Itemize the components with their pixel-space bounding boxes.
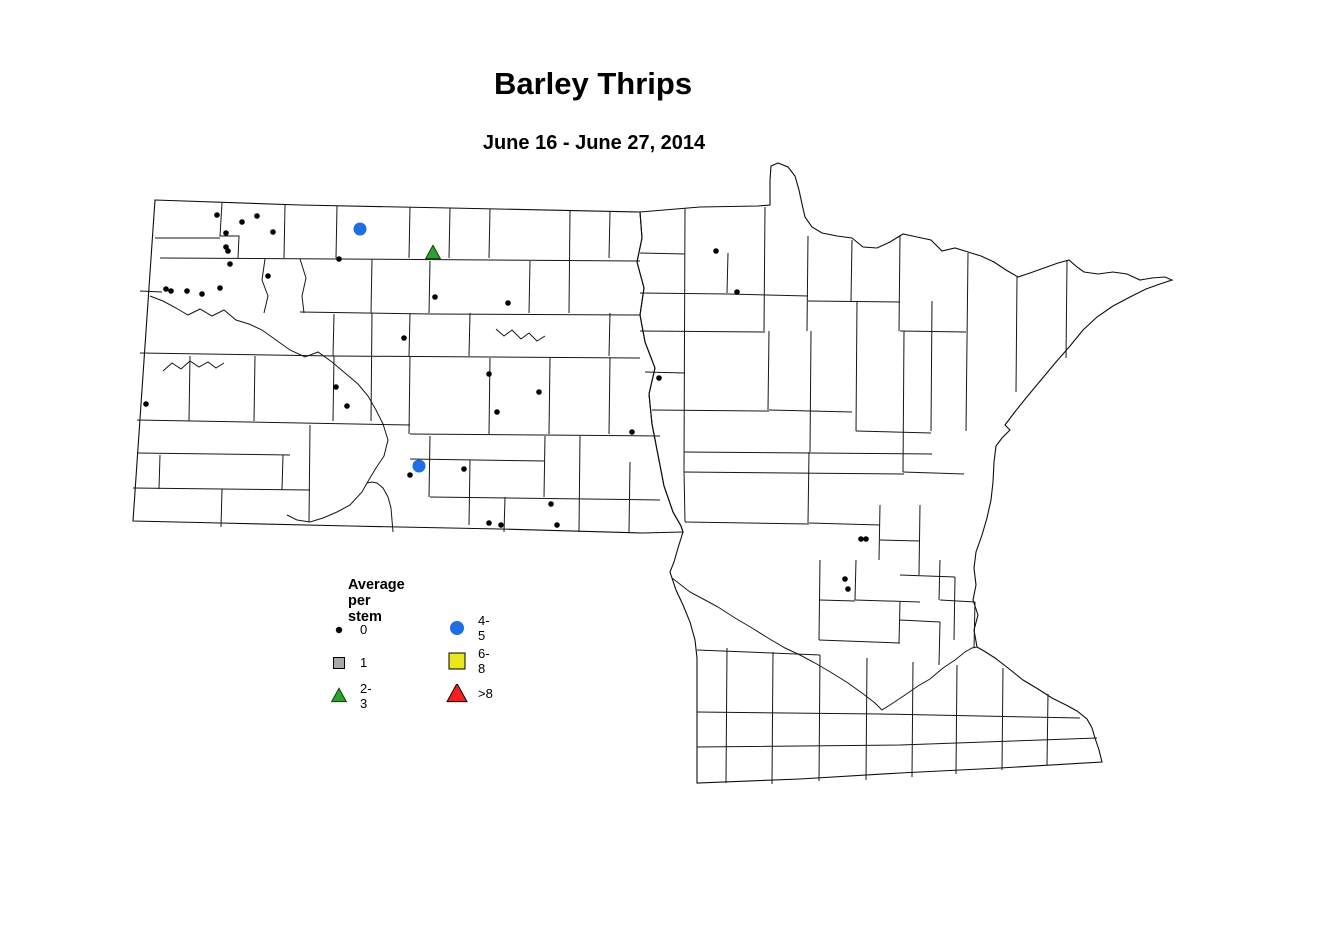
data-point-dot bbox=[225, 248, 231, 254]
legend-label: >8 bbox=[478, 686, 493, 701]
legend-label: 0 bbox=[360, 622, 368, 637]
legend-item: >8 bbox=[446, 677, 493, 710]
data-point-dot bbox=[845, 586, 851, 592]
data-point-dot bbox=[498, 522, 504, 528]
data-point-dot bbox=[335, 626, 343, 633]
legend-column-2: 4-5 6-8 >8 bbox=[446, 611, 493, 710]
legend-label: 2-3 bbox=[360, 680, 372, 711]
legend-label: 1 bbox=[360, 655, 368, 670]
data-point-dot bbox=[168, 288, 174, 294]
legend-symbol-square-icon bbox=[448, 652, 466, 669]
data-point-dot bbox=[223, 230, 229, 236]
chart-subtitle: June 16 - June 27, 2014 bbox=[482, 132, 706, 154]
north-dakota-outline bbox=[132, 199, 684, 534]
data-point-dot bbox=[858, 536, 864, 542]
data-point-dot bbox=[713, 248, 719, 254]
minnesota-outline bbox=[636, 162, 1174, 784]
data-point-dot bbox=[486, 371, 492, 377]
data-point-triangle bbox=[424, 244, 442, 260]
legend-title: Average per stem bbox=[348, 577, 405, 625]
data-point-dot bbox=[270, 229, 276, 235]
data-point-dot bbox=[505, 300, 511, 306]
data-point-dot bbox=[401, 335, 407, 341]
legend-item: 0 bbox=[328, 613, 372, 646]
legend-symbol-triangle-icon bbox=[330, 686, 348, 702]
data-point-triangle bbox=[330, 686, 348, 702]
data-point-dot bbox=[842, 576, 848, 582]
data-point-dot bbox=[461, 466, 467, 472]
data-point-dot bbox=[863, 536, 869, 542]
data-point-dot bbox=[344, 403, 350, 409]
legend-symbol-triangle-icon bbox=[446, 683, 468, 702]
data-point-dot bbox=[184, 288, 190, 294]
legend-item: 6-8 bbox=[446, 644, 493, 677]
data-point-square bbox=[448, 652, 466, 669]
chart-title: Barley Thrips bbox=[493, 66, 693, 101]
legend-symbol-dot-icon bbox=[335, 626, 343, 633]
legend-column-1: 0 1 2-3 bbox=[328, 613, 372, 712]
legend-item: 1 bbox=[328, 646, 372, 679]
data-point-dot bbox=[163, 286, 169, 292]
data-point-dot bbox=[239, 219, 245, 225]
data-point-dot bbox=[548, 501, 554, 507]
data-point-triangle bbox=[446, 683, 468, 702]
data-point-dot bbox=[217, 285, 223, 291]
data-point-dot bbox=[143, 401, 149, 407]
data-point-dot bbox=[265, 273, 271, 279]
data-point-dot bbox=[486, 520, 492, 526]
legend-item: 2-3 bbox=[328, 679, 372, 712]
data-point-dot bbox=[629, 429, 635, 435]
data-point-dot bbox=[254, 213, 260, 219]
data-point-dot bbox=[734, 289, 740, 295]
points-layer bbox=[143, 212, 869, 592]
data-point-dot bbox=[227, 261, 233, 267]
missouri-river bbox=[149, 295, 394, 533]
data-point-dot bbox=[494, 409, 500, 415]
legend-symbol-circle-icon bbox=[450, 620, 464, 635]
data-point-square bbox=[333, 656, 345, 669]
county-lines bbox=[132, 202, 1098, 785]
data-point-dot bbox=[407, 472, 413, 478]
data-point-dot bbox=[536, 389, 542, 395]
data-point-dot bbox=[656, 375, 662, 381]
legend-symbol-square-icon bbox=[333, 656, 345, 669]
data-point-dot bbox=[333, 384, 339, 390]
data-point-dot bbox=[199, 291, 205, 297]
data-point-dot bbox=[554, 522, 560, 528]
legend-item: 4-5 bbox=[446, 611, 493, 644]
data-point-circle bbox=[450, 620, 464, 635]
data-point-dot bbox=[432, 294, 438, 300]
legend-label: 4-5 bbox=[478, 612, 490, 643]
legend-label: 6-8 bbox=[478, 645, 490, 676]
data-point-dot bbox=[336, 256, 342, 262]
data-point-circle bbox=[412, 459, 426, 473]
minnesota-river bbox=[671, 577, 978, 711]
data-point-dot bbox=[214, 212, 220, 218]
data-point-circle bbox=[353, 222, 367, 236]
